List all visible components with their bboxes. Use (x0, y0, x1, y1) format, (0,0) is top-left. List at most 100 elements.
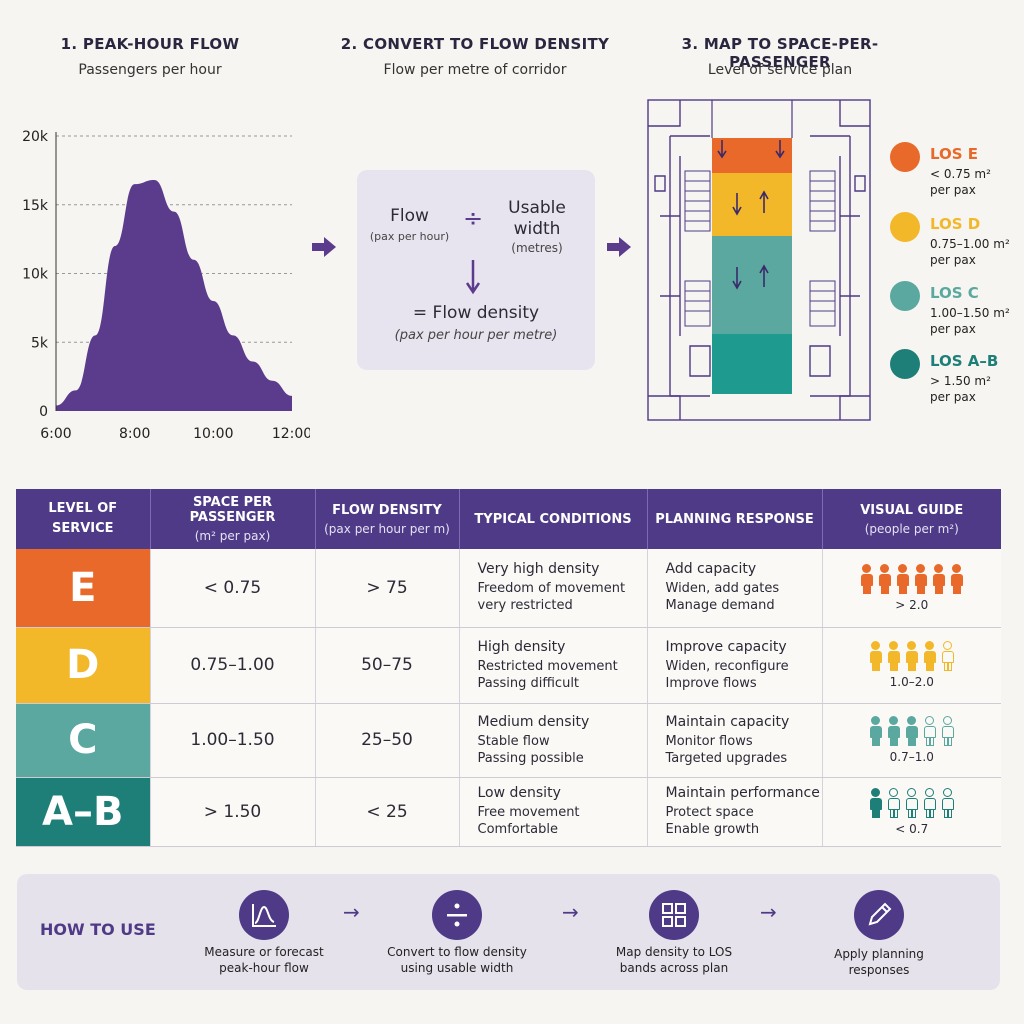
header-flow-density: FLOW DENSITY (pax per hour per m) (314, 489, 459, 549)
arrow-right-icon: → (562, 900, 579, 924)
formula-width-unit: (metres) (511, 241, 563, 255)
person-icon (860, 563, 873, 594)
floor-plan (647, 99, 871, 421)
flow-density-cell: 25–50 (314, 703, 459, 778)
header-space: SPACE PER PASSENGER (m² per pax) (149, 489, 315, 549)
typical-conditions-cell: Low density Free movement Comfortable (458, 777, 647, 847)
formula-result-unit: (pax per hour per metre) (394, 328, 558, 343)
how-step-line: Measure or forecast (204, 945, 324, 959)
response-line: Enable growth (665, 822, 760, 837)
los-d-zone (712, 173, 792, 236)
legend-item: LOS E < 0.75 m² per pax (890, 142, 1020, 212)
table-row: A–B > 1.50 < 25 Low density Free movement Com… (16, 777, 1002, 847)
response-line: Manage demand (665, 598, 775, 614)
person-icon (923, 716, 936, 746)
visual-guide-value: > 2.0 (895, 597, 929, 612)
los-grade-cell: C (16, 703, 150, 778)
planning-response-cell: Maintain capacity Monitor flows Targeted u… (646, 703, 822, 778)
people-icons (823, 787, 1002, 818)
person-icon (896, 563, 909, 594)
response-line: Targeted upgrades (665, 750, 788, 766)
how-to-use-title: HOW TO USE (40, 920, 156, 939)
conditions-line: Stable flow (477, 733, 550, 749)
typical-conditions-cell: Very high density Freedom of movement very… (458, 549, 647, 628)
y-tick-label: 10k (22, 267, 49, 283)
step3-subtitle: Level of service plan (707, 62, 853, 78)
header-title: SPACE PER PASSENGER (189, 495, 276, 525)
how-step-line: Convert to flow density (387, 945, 527, 959)
y-tick-label: 15k (22, 198, 49, 214)
legend-item: LOS C 1.00–1.50 m² per pax (890, 281, 1020, 349)
conditions-line: Freedom of movement (477, 581, 626, 597)
person-icon (887, 787, 900, 818)
person-icon (905, 641, 918, 671)
chart-icon (239, 890, 289, 940)
los-table: LEVEL OF SERVICE SPACE PER PASSENGER (m² … (16, 489, 1001, 847)
flow-density-cell: > 75 (314, 549, 459, 628)
response-heading: Maintain performance (665, 785, 820, 801)
legend-title: LOS D (930, 215, 981, 233)
legend-swatch-los-e (890, 142, 920, 172)
person-icon (941, 641, 954, 671)
legend-swatch-los-d (890, 212, 920, 242)
legend-desc: 1.00–1.50 m² per pax (930, 306, 1010, 336)
arrow-right-icon: → (343, 900, 360, 924)
space-per-passenger-cell: 0.75–1.00 (149, 627, 315, 704)
arrow-right-icon (312, 237, 336, 257)
how-step-text: Apply planning responses (799, 946, 959, 978)
formula-flow-unit: (pax per hour) (369, 230, 450, 243)
how-step-line: Apply planning (834, 947, 924, 961)
legend-item: LOS D 0.75–1.00 m² per pax (890, 212, 1020, 281)
response-heading: Improve capacity (665, 638, 787, 655)
person-icon (887, 716, 900, 746)
how-step-line: bands across plan (619, 961, 729, 975)
person-icon (887, 641, 900, 671)
person-icon (905, 716, 918, 746)
step1-subtitle: Passengers per hour (78, 62, 222, 78)
x-tick-label: 8:00 (119, 426, 150, 442)
header-title: TYPICAL CONDITIONS (474, 511, 632, 527)
person-icon (878, 563, 891, 594)
person-icon (932, 563, 945, 594)
conditions-line: Comfortable (477, 822, 559, 837)
header-title: LEVEL OF SERVICE (48, 501, 118, 536)
x-tick-label: 10:00 (193, 426, 233, 442)
formula-result-label: = Flow density (412, 303, 540, 323)
person-icon (869, 641, 882, 671)
planning-response-cell: Maintain performance Protect space Enable … (646, 777, 822, 847)
response-heading: Add capacity (665, 561, 757, 578)
legend-desc: < 0.75 m² per pax (930, 167, 991, 197)
header-title: PLANNING RESPONSE (655, 511, 814, 527)
conditions-heading: High density (477, 638, 566, 655)
response-line: Widen, reconfigure (665, 658, 789, 674)
divide-icon: ÷ (462, 204, 484, 232)
flow-density-cell: 50–75 (314, 627, 459, 704)
legend-item: LOS A–B > 1.50 m² per pax (890, 349, 1020, 417)
conditions-line: Passing difficult (477, 675, 580, 691)
response-heading: Maintain capacity (665, 713, 790, 730)
legend-title: LOS C (930, 284, 979, 302)
conditions-line: very restricted (477, 598, 573, 614)
arrow-down-icon (465, 260, 481, 295)
person-icon (941, 716, 954, 746)
person-icon (923, 641, 936, 671)
header-conditions: TYPICAL CONDITIONS (458, 489, 647, 549)
arrow-right-icon (607, 237, 631, 257)
x-tick-label: 6:00 (40, 426, 71, 442)
how-to-use-panel: HOW TO USE Measure or forecast peak-hour … (17, 874, 1000, 990)
people-icons (823, 563, 1002, 594)
conditions-line: Free movement (477, 805, 580, 820)
conditions-line: Restricted movement (477, 658, 618, 674)
response-line: Improve flows (665, 675, 757, 691)
los-ab-zone (712, 334, 792, 394)
legend-swatch-los-c (890, 281, 920, 311)
planning-response-cell: Add capacity Widen, add gates Manage deman… (646, 549, 822, 628)
response-line: Monitor flows (665, 733, 753, 749)
person-icon (923, 787, 936, 818)
visual-guide-cell: 1.0–2.0 (821, 627, 1001, 704)
y-tick-label: 20k (22, 129, 49, 145)
peak-hour-flow-chart: 0 5k 10k 15k 20k 6:00 8:00 10:00 12:00 (22, 129, 310, 442)
formula-flow-label: Flow (390, 206, 429, 226)
header-response: PLANNING RESPONSE (646, 489, 822, 549)
typical-conditions-cell: High density Restricted movement Passing d… (458, 627, 647, 704)
